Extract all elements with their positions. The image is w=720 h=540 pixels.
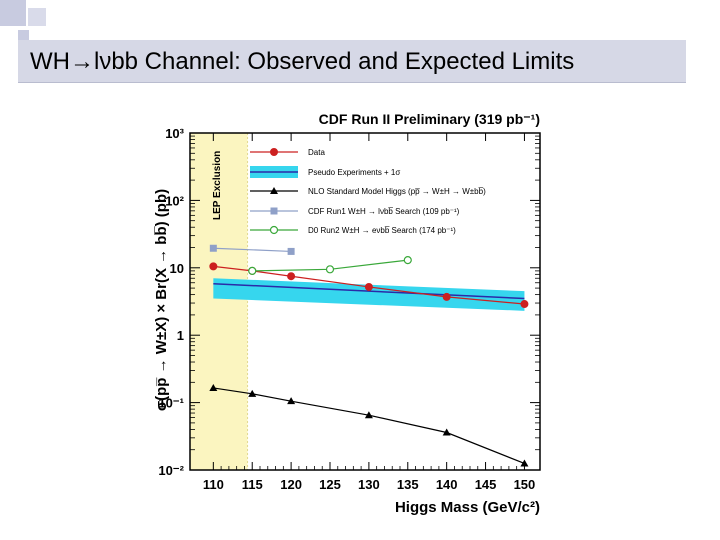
- legend-label: Data: [308, 148, 325, 157]
- x-tick-label: 150: [514, 477, 536, 492]
- series-2-point: [209, 244, 217, 252]
- decor-square-large: [0, 0, 26, 26]
- legend-marker: [270, 187, 278, 194]
- legend-marker: [270, 207, 278, 215]
- legend-label: Pseudo Experiments + 1σ: [308, 168, 400, 177]
- series-2-line: [213, 247, 292, 253]
- decor-square-medium: [28, 8, 46, 26]
- lep-exclusion-label: LEP Exclusion: [212, 151, 223, 220]
- x-tick-label: 130: [358, 477, 380, 492]
- series-0-point: [364, 282, 373, 291]
- y-tick-label: 10⁻¹: [158, 396, 184, 411]
- lep-exclusion-region: [190, 133, 248, 470]
- legend-label: NLO Standard Model Higgs (pp̅ → W±H → W±…: [308, 187, 486, 196]
- legend-label: D0 Run2 W±H → eνbb̅ Search (174 pb⁻¹): [308, 226, 456, 235]
- slide-title: WH→lνbb Channel: Observed and Expected L…: [30, 48, 575, 75]
- series-1-point: [209, 383, 218, 391]
- series-3-point: [325, 265, 335, 274]
- series-2-point: [287, 247, 295, 255]
- series-0-point: [287, 272, 296, 281]
- y-tick-label: 10: [170, 261, 184, 276]
- expected-band-center-line: [213, 282, 525, 300]
- y-tick-label: 1: [177, 328, 184, 343]
- series-3-point: [403, 256, 412, 265]
- x-tick-label: 125: [319, 477, 341, 492]
- legend-label: CDF Run1 W±H → lνbb̅ Search (109 pb⁻¹): [308, 207, 460, 216]
- x-tick-label: 140: [436, 477, 458, 492]
- x-tick-label: 120: [280, 477, 302, 492]
- plot-frame: [189, 132, 541, 471]
- y-tick-label: 10³: [165, 126, 184, 141]
- y-tick-label: 10⁻²: [158, 463, 184, 478]
- series-0-line: [213, 265, 525, 305]
- legend-marker: [269, 225, 279, 235]
- x-tick-label: 135: [397, 477, 419, 492]
- y-axis-label: σ(pp̅ → W±X) × Br(X → bb̅) (pb): [153, 189, 170, 411]
- series-1-point: [248, 389, 257, 397]
- series-1-point: [287, 397, 296, 405]
- decor-square-small: [18, 30, 29, 41]
- series-1-point: [364, 411, 373, 419]
- series-0-point: [520, 300, 529, 309]
- series-0-point: [442, 292, 451, 301]
- expected-band: [213, 278, 525, 311]
- x-tick-label: 145: [475, 477, 497, 492]
- y-tick-label: 10²: [165, 193, 184, 208]
- series-0-point: [209, 262, 218, 271]
- x-axis-label: Higgs Mass (GeV/c²): [395, 499, 540, 516]
- series-1-line: [213, 387, 525, 465]
- series-3-point: [248, 266, 257, 275]
- series-1-point: [442, 428, 451, 436]
- chart-title: CDF Run II Preliminary (319 pb⁻¹): [319, 111, 540, 127]
- x-tick-label: 110: [203, 477, 224, 492]
- title-bar: WH→lνbb Channel: Observed and Expected L…: [18, 40, 686, 83]
- legend-marker: [270, 148, 278, 156]
- x-tick-label: 115: [242, 477, 263, 492]
